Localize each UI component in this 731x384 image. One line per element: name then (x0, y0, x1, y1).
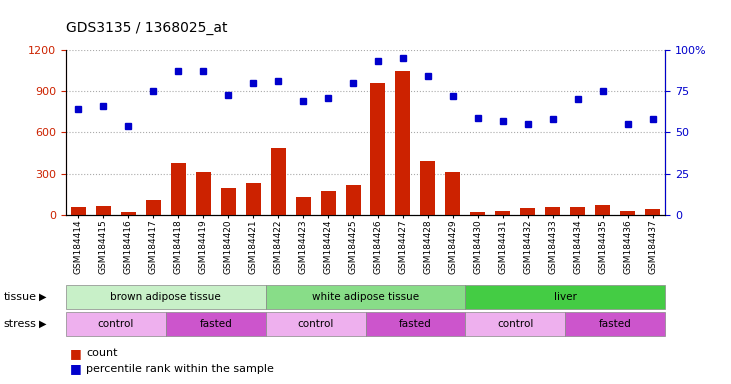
Bar (395, 71, 411, 215)
Bar (420, 161, 436, 215)
Bar (145, 200, 161, 215)
Text: control: control (298, 319, 334, 329)
Bar (471, 212, 485, 215)
Bar (71, 207, 86, 215)
Bar (496, 211, 510, 215)
Bar (96, 206, 111, 215)
Text: control: control (97, 319, 134, 329)
Bar (170, 163, 186, 215)
Bar (320, 191, 336, 215)
Bar (520, 208, 535, 215)
Bar (595, 205, 610, 215)
Bar (221, 188, 235, 215)
Text: count: count (86, 348, 118, 358)
Bar (545, 207, 561, 215)
Bar (371, 83, 385, 215)
Bar (246, 184, 260, 215)
Text: tissue: tissue (4, 292, 37, 302)
Text: fasted: fasted (599, 319, 632, 329)
Bar (445, 172, 461, 215)
Text: stress: stress (4, 319, 37, 329)
Bar (645, 209, 660, 215)
Bar (620, 211, 635, 215)
Bar (295, 197, 311, 215)
Text: ▶: ▶ (39, 292, 46, 302)
Text: control: control (497, 319, 534, 329)
Text: GDS3135 / 1368025_at: GDS3135 / 1368025_at (66, 21, 227, 35)
Text: fasted: fasted (200, 319, 232, 329)
Text: fasted: fasted (399, 319, 432, 329)
Text: liver: liver (554, 292, 577, 302)
Text: ■: ■ (69, 347, 81, 360)
Text: white adipose tissue: white adipose tissue (312, 292, 419, 302)
Text: percentile rank within the sample: percentile rank within the sample (86, 364, 274, 374)
Text: ▶: ▶ (39, 319, 46, 329)
Text: brown adipose tissue: brown adipose tissue (110, 292, 221, 302)
Text: ■: ■ (69, 362, 81, 375)
Bar (270, 147, 286, 215)
Bar (570, 207, 586, 215)
Bar (196, 172, 211, 215)
Bar (121, 212, 136, 215)
Bar (346, 185, 360, 215)
